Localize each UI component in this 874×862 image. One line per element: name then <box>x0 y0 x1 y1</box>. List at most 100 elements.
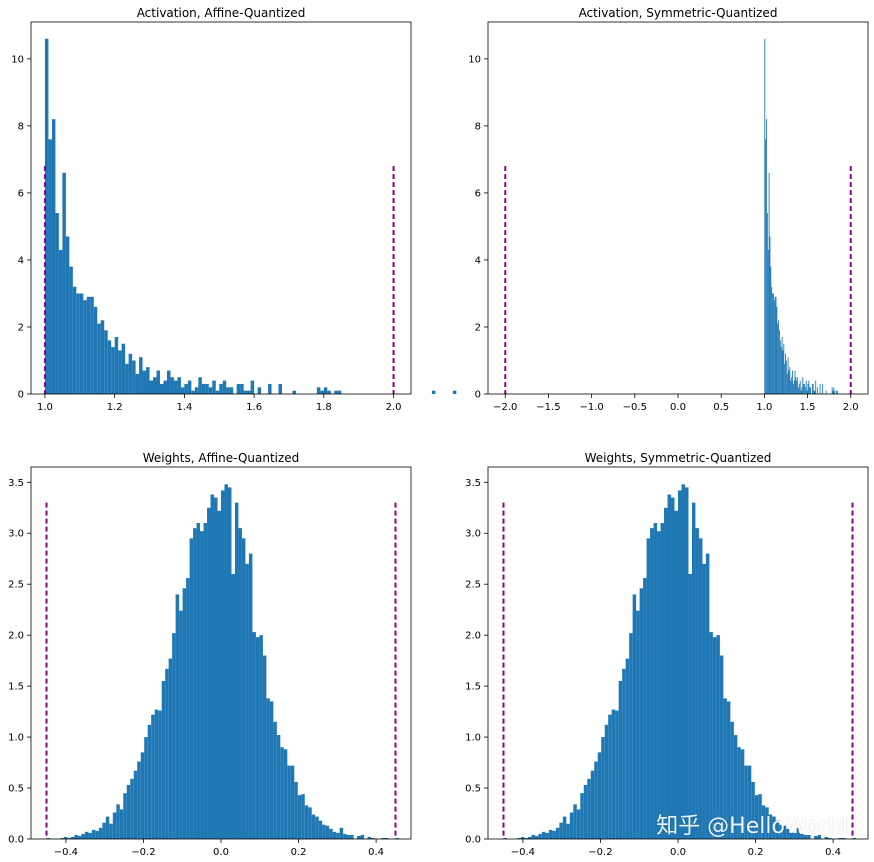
histogram-bar <box>205 383 209 394</box>
x-tick-label: −0.2 <box>131 847 155 858</box>
histogram-bar <box>88 832 92 839</box>
x-tick-label: 1.6 <box>246 402 262 413</box>
histogram-bar <box>712 637 717 839</box>
histogram-bar <box>163 380 167 394</box>
histogram-bar <box>545 832 549 839</box>
histogram-bar <box>337 390 342 394</box>
histogram-bar <box>327 390 331 394</box>
histogram-bar <box>266 698 270 839</box>
histogram-bar <box>681 484 685 839</box>
histogram-bar <box>130 778 134 839</box>
histogram-bar <box>72 286 77 394</box>
x-tick-label: −0.4 <box>511 847 535 858</box>
histogram-bar <box>576 809 581 839</box>
histogram-bar <box>632 594 637 839</box>
histogram-bar <box>367 836 372 839</box>
histogram-bar <box>90 296 94 394</box>
histogram-bar <box>247 390 251 394</box>
histogram-bar <box>688 574 692 839</box>
histogram-bar <box>166 370 171 394</box>
y-tick-label: 4 <box>18 255 24 266</box>
histogram-bar <box>346 834 351 839</box>
y-tick-label: 1.5 <box>465 682 481 693</box>
histogram-bar <box>660 523 665 839</box>
histogram-bar <box>132 360 136 394</box>
x-tick-label: 0.0 <box>213 847 229 858</box>
histogram-bar <box>177 377 181 394</box>
histogram-bar <box>79 293 84 394</box>
histogram-bar <box>175 594 180 839</box>
histogram-bar <box>671 497 675 839</box>
histogram-bar <box>646 538 651 839</box>
histogram-bar <box>221 490 225 839</box>
histogram-bar <box>832 390 834 394</box>
histogram-bar <box>159 383 164 394</box>
histogram-bar <box>562 816 567 839</box>
histogram-bar <box>650 528 654 839</box>
y-tick-label: 2.0 <box>8 631 24 642</box>
histogram-bar <box>215 390 220 394</box>
histogram-bar <box>189 538 194 839</box>
histogram-bar <box>255 637 260 839</box>
x-tick-label: 0.2 <box>748 847 764 858</box>
histogram-bar <box>531 834 535 839</box>
histogram-bar <box>86 296 91 394</box>
histogram-bar <box>151 714 155 839</box>
histogram-bar <box>142 370 147 394</box>
histogram-bar <box>792 370 793 394</box>
x-tick-label: 0.0 <box>670 847 686 858</box>
histogram-bar <box>240 383 244 394</box>
histogram-bar <box>594 761 598 839</box>
histogram-bar <box>803 383 805 394</box>
y-tick-label: 2.0 <box>465 631 481 642</box>
histogram-bar <box>813 390 815 394</box>
histogram-bar <box>154 709 159 839</box>
histogram-bar <box>278 383 283 394</box>
histogram-bar <box>806 390 808 394</box>
histogram-bar <box>301 794 305 839</box>
histogram-bar <box>311 814 316 839</box>
histogram-bar <box>322 824 326 839</box>
histogram-bar <box>229 387 234 394</box>
histogram-bar <box>109 823 113 839</box>
histogram-bar <box>55 213 59 394</box>
histogram-bar <box>111 347 115 394</box>
histogram-bar <box>102 822 106 839</box>
histogram-bar <box>318 820 323 839</box>
histogram-bar <box>811 383 813 394</box>
histogram-bar <box>161 681 166 839</box>
histogram-bar <box>766 213 768 394</box>
histogram-bar <box>118 350 122 394</box>
histogram-bar <box>194 387 199 394</box>
histogram-bar <box>292 390 296 394</box>
histogram-bar <box>107 340 112 394</box>
histogram-bar <box>798 387 799 394</box>
histogram-bar <box>831 387 833 394</box>
histogram-bar <box>815 380 817 394</box>
histogram-bar <box>224 484 228 839</box>
histogram-bar <box>227 487 232 839</box>
histogram-bar <box>779 340 781 394</box>
histogram-bar <box>775 820 780 839</box>
histogram-bar <box>622 668 626 839</box>
histogram-bar <box>329 828 333 839</box>
histogram-bar <box>785 360 787 394</box>
histogram-bar <box>357 835 361 839</box>
x-tick-label: 1.0 <box>37 402 53 413</box>
histogram-bar <box>290 765 295 839</box>
histogram-bar <box>133 770 138 839</box>
histogram-bar <box>259 635 263 839</box>
y-tick-label: 1.0 <box>465 733 481 744</box>
histogram-bar <box>395 837 399 839</box>
histogram-bar <box>381 837 386 839</box>
histogram-bar <box>800 833 804 839</box>
x-tick-label: 1.0 <box>756 402 772 413</box>
histogram-bar <box>758 794 762 839</box>
subplot-title: Weights, Affine-Quantized <box>143 451 300 465</box>
histogram-bar <box>842 837 846 839</box>
histogram-bar <box>207 507 211 839</box>
histogram-bar <box>559 822 563 839</box>
histogram-bar <box>587 778 591 839</box>
histogram-bar <box>836 390 837 394</box>
histogram-bar <box>222 380 227 394</box>
